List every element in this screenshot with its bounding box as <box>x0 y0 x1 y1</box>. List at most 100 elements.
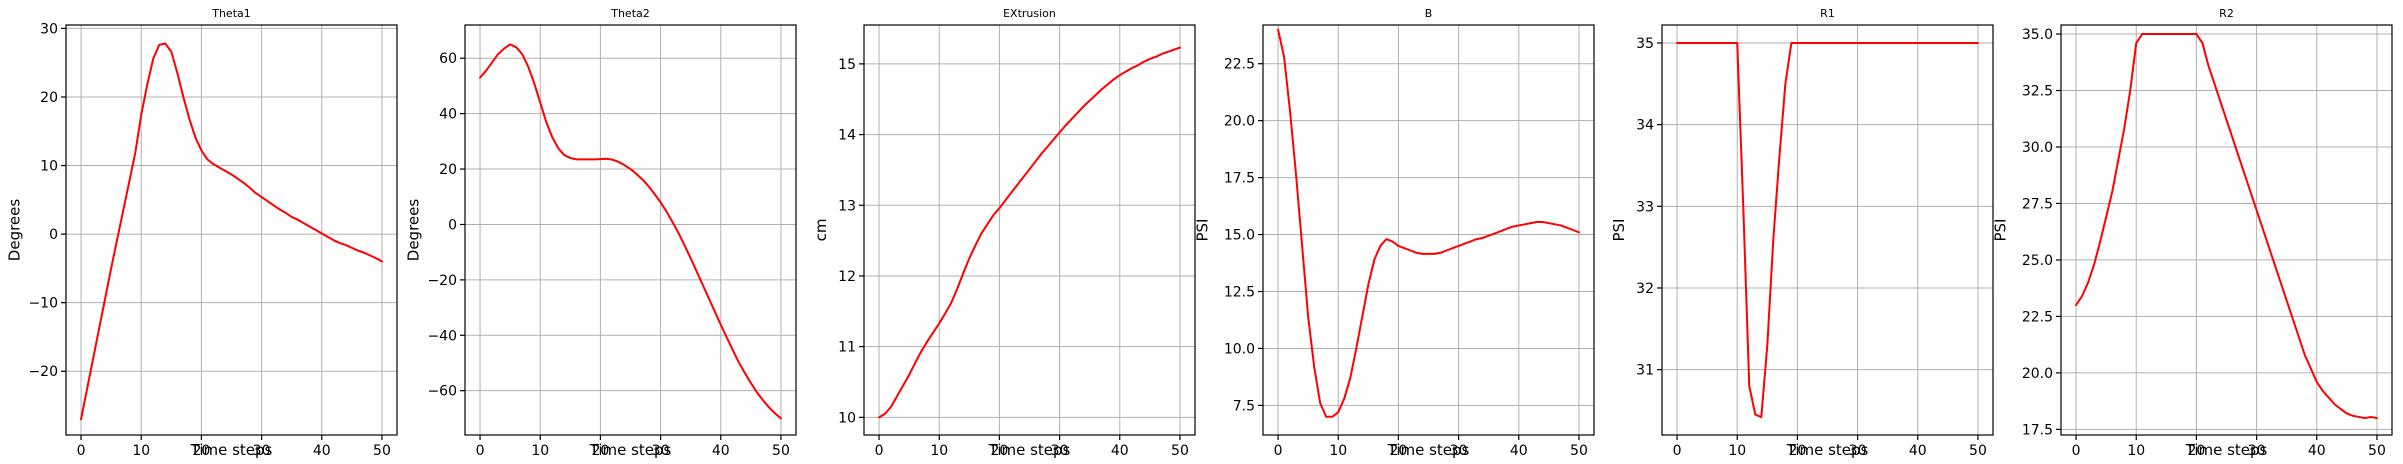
chart-title: R2 <box>2219 7 2234 20</box>
x-tick-label: 20 <box>990 443 1008 459</box>
chart-panel-3: 0 10 20 30 40 50 7.5 10.0 12.5 15.0 17.5 20.0 22.5 B T… <box>1193 7 1595 459</box>
y-tick-label: 10 <box>40 159 58 175</box>
x-tick-label: 50 <box>772 443 790 459</box>
y-tick-label: 27.5 <box>2022 196 2053 212</box>
x-tick-label: 20 <box>1389 443 1407 459</box>
x-tick-label: 40 <box>1111 443 1129 459</box>
y-tick-label: 32 <box>1636 281 1654 297</box>
y-tick-label: 22.5 <box>2022 309 2053 325</box>
y-tick-label: −20 <box>427 273 457 289</box>
plot-frame <box>1262 24 1595 436</box>
y-tick-label: 20 <box>439 162 457 178</box>
x-tick-label: 10 <box>2127 443 2145 459</box>
y-tick-label: 33 <box>1636 199 1654 215</box>
x-axis-label: Time steps <box>1387 441 1470 459</box>
y-tick-label: 34 <box>1636 118 1654 134</box>
x-tick-label: 0 <box>476 443 485 459</box>
y-tick-label: 20 <box>40 90 58 106</box>
y-tick-label: 30.0 <box>2022 140 2053 156</box>
y-tick-label: 20.0 <box>1224 114 1255 130</box>
x-tick-label: 40 <box>313 443 331 459</box>
y-tick-label: 17.5 <box>2022 422 2053 438</box>
series-line <box>479 43 782 420</box>
y-tick-label: 12.5 <box>1224 285 1255 301</box>
chart-title: R1 <box>1820 7 1835 20</box>
x-tick-label: 0 <box>77 443 86 459</box>
plot-frame <box>2060 24 2393 436</box>
x-tick-label: 0 <box>875 443 884 459</box>
y-tick-label: 7.5 <box>1233 398 1255 414</box>
x-tick-label: 10 <box>1728 443 1746 459</box>
x-tick-label: 0 <box>1274 443 1283 459</box>
x-tick-label: 50 <box>1969 443 1987 459</box>
x-tick-label: 40 <box>1510 443 1528 459</box>
x-axis-label: Time steps <box>988 441 1071 459</box>
y-tick-label: 20.0 <box>2022 366 2053 382</box>
x-tick-label: 20 <box>192 443 210 459</box>
y-tick-label: 30 <box>40 21 58 37</box>
series-line <box>1277 28 1580 418</box>
x-tick-label: 40 <box>1909 443 1927 459</box>
series-line <box>80 42 383 421</box>
y-tick-label: 35 <box>1636 36 1654 52</box>
x-tick-label: 10 <box>531 443 549 459</box>
x-axis-label: Time steps <box>1786 441 1869 459</box>
x-tick-label: 30 <box>1450 443 1468 459</box>
y-axis-label: cm <box>812 219 830 242</box>
y-tick-label: 10 <box>838 410 856 426</box>
x-tick-label: 30 <box>652 443 670 459</box>
y-tick-label: 60 <box>439 51 457 67</box>
chart-panel-1: 0 10 20 30 40 50 −60 −40 −20 0 20 40 60 Theta2 Time st… <box>404 7 797 459</box>
x-tick-label: 20 <box>591 443 609 459</box>
x-tick-label: 0 <box>1673 443 1682 459</box>
x-tick-label: 30 <box>1051 443 1069 459</box>
y-axis-label: PSI <box>1193 219 1211 242</box>
y-axis-label: PSI <box>1610 219 1628 242</box>
y-tick-label: 10.0 <box>1224 341 1255 357</box>
series-line <box>2075 33 2378 420</box>
x-tick-label: 30 <box>2248 443 2266 459</box>
chart-panel-4: 0 10 20 30 40 50 31 32 33 34 35 R1 Time steps PSI <box>1610 7 1994 459</box>
y-tick-label: 11 <box>838 340 856 356</box>
y-tick-label: 25.0 <box>2022 253 2053 269</box>
y-tick-label: −20 <box>28 364 58 380</box>
x-tick-label: 50 <box>373 443 391 459</box>
x-tick-label: 10 <box>930 443 948 459</box>
y-tick-label: 32.5 <box>2022 84 2053 100</box>
chart-title: EXtrusion <box>1003 7 1056 20</box>
chart-panel-0: 0 10 20 30 40 50 −20 −10 0 10 20 30 Theta1 Time steps… <box>5 7 398 459</box>
series-line <box>878 46 1181 419</box>
y-tick-label: 12 <box>838 269 856 285</box>
x-tick-label: 50 <box>2368 443 2386 459</box>
x-axis-label: Time steps <box>190 441 273 459</box>
x-tick-label: 10 <box>132 443 150 459</box>
x-tick-label: 40 <box>2308 443 2326 459</box>
plot-frame <box>464 24 797 436</box>
x-tick-label: 20 <box>1788 443 1806 459</box>
y-tick-label: −40 <box>427 328 457 344</box>
y-axis-label: PSI <box>1991 219 2009 242</box>
y-tick-label: 14 <box>838 128 856 144</box>
chart-panel-5: 0 10 20 30 40 50 17.5 20.0 22.5 25.0 27.5 30.0 32.5 3… <box>1991 7 2393 459</box>
chart-title: Theta1 <box>211 7 251 20</box>
plot-frame <box>1661 24 1994 436</box>
chart-title: Theta2 <box>610 7 650 20</box>
x-tick-label: 40 <box>712 443 730 459</box>
x-axis-label: Time steps <box>2185 441 2268 459</box>
x-tick-label: 50 <box>1171 443 1189 459</box>
y-axis-label: Degrees <box>5 199 23 262</box>
series-line <box>1676 41 1979 419</box>
chart-title: B <box>1425 7 1433 20</box>
y-tick-label: 0 <box>49 227 58 243</box>
y-tick-label: −10 <box>28 296 58 312</box>
x-tick-label: 30 <box>1849 443 1867 459</box>
y-tick-label: 22.5 <box>1224 57 1255 73</box>
y-tick-label: 35.0 <box>2022 27 2053 43</box>
x-tick-label: 20 <box>2187 443 2205 459</box>
y-tick-label: 15 <box>838 57 856 73</box>
plot-frame <box>65 24 398 436</box>
x-tick-label: 10 <box>1329 443 1347 459</box>
y-axis-label: Degrees <box>404 199 422 262</box>
x-tick-label: 30 <box>253 443 271 459</box>
